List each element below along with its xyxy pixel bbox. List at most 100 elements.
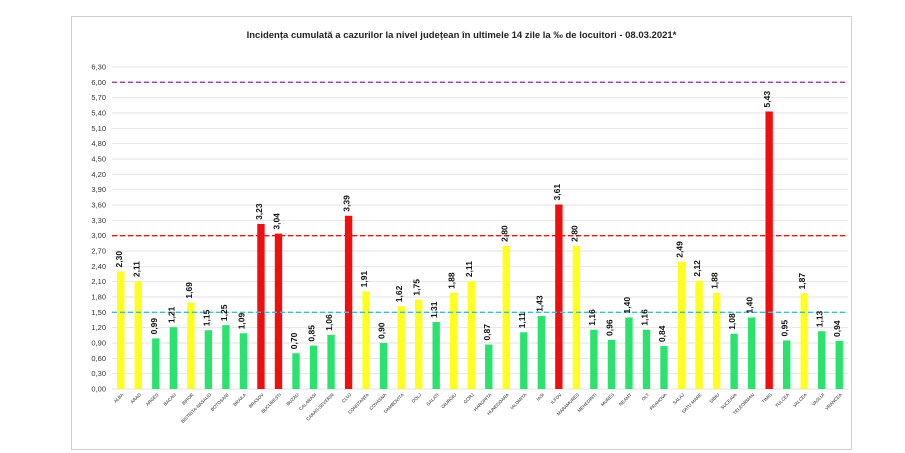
bar-mehedinti bbox=[590, 329, 598, 389]
data-label: 0,90 bbox=[377, 322, 387, 339]
category-label: GALATI bbox=[425, 392, 440, 407]
bar-bacau bbox=[169, 327, 178, 389]
bar-buzau bbox=[292, 353, 300, 389]
bar-gorj bbox=[467, 281, 475, 389]
bar-alba bbox=[117, 271, 125, 389]
category-label: TIMIS bbox=[761, 392, 773, 404]
category-label: TULCEA bbox=[774, 392, 790, 408]
category-label: GORJ bbox=[463, 392, 475, 404]
data-label: 1,21 bbox=[166, 306, 176, 323]
data-label: 5,43 bbox=[762, 91, 772, 108]
y-tick-label: 3,00 bbox=[91, 231, 106, 240]
bar-neamt bbox=[625, 317, 633, 389]
bar-dolj bbox=[414, 299, 423, 389]
bar-iasi bbox=[537, 315, 546, 389]
y-tick-label: 5,40 bbox=[91, 109, 106, 118]
bar-vrancea bbox=[835, 340, 843, 389]
data-label: 2,49 bbox=[675, 241, 685, 258]
data-label: 0,99 bbox=[149, 318, 159, 335]
y-tick-label: 1,50 bbox=[91, 308, 106, 317]
data-label: 1,16 bbox=[639, 309, 649, 326]
category-label: ILFOV bbox=[550, 392, 563, 405]
bar-prahova bbox=[660, 346, 668, 389]
bar-constanta bbox=[362, 291, 370, 389]
bar-teleorman bbox=[747, 317, 756, 389]
bar-dambovita bbox=[397, 306, 405, 389]
category-label: NEAMT bbox=[618, 392, 633, 407]
category-label: OLT bbox=[641, 392, 651, 402]
data-label: 1,15 bbox=[201, 309, 211, 326]
bar-satu-mare bbox=[695, 280, 703, 389]
data-label: 1,69 bbox=[184, 282, 194, 299]
bars bbox=[117, 111, 843, 389]
y-tick-label: 6,30 bbox=[91, 63, 106, 72]
data-label: 2,11 bbox=[464, 261, 474, 277]
reference-lines bbox=[112, 81, 848, 313]
data-label: 3,04 bbox=[271, 213, 281, 230]
bar-hunedoara bbox=[502, 245, 510, 389]
bar-timis bbox=[765, 111, 773, 389]
y-tick-label: 1,20 bbox=[91, 323, 106, 332]
data-label: 1,06 bbox=[324, 314, 334, 331]
data-label: 0,94 bbox=[832, 320, 842, 337]
bar-vaslui bbox=[818, 331, 826, 389]
data-label: 1,13 bbox=[815, 310, 825, 327]
gridlines bbox=[112, 66, 848, 390]
bar-caras-severin bbox=[327, 334, 335, 389]
data-label: 2,30 bbox=[114, 251, 124, 268]
category-label: ARGES bbox=[145, 392, 160, 407]
data-label: 1,43 bbox=[534, 295, 544, 312]
data-label: 1,11 bbox=[517, 312, 527, 328]
data-label: 0,96 bbox=[604, 319, 614, 336]
bar-giurgiu bbox=[450, 292, 458, 389]
bar-olt bbox=[642, 329, 651, 389]
category-label: VASLUI bbox=[811, 392, 826, 407]
data-label: 1,25 bbox=[219, 304, 229, 321]
data-label: 0,84 bbox=[657, 325, 667, 342]
category-label: BRASOV bbox=[248, 392, 265, 409]
category-label: IASI bbox=[535, 392, 545, 402]
y-tick-label: 4,50 bbox=[91, 155, 106, 164]
y-tick-label: 1,80 bbox=[91, 293, 106, 302]
category-label: SIBIU bbox=[708, 392, 720, 404]
category-label: ARAD bbox=[130, 392, 143, 405]
category-label: BACAU bbox=[163, 392, 178, 407]
category-label: MEHEDINTI bbox=[577, 392, 598, 413]
category-label: GIURGIU bbox=[440, 392, 457, 409]
data-label: 3,61 bbox=[552, 184, 562, 201]
y-tick-label: 0,30 bbox=[91, 369, 106, 378]
y-tick-label: 5,10 bbox=[91, 124, 106, 133]
category-label: BUZAU bbox=[285, 392, 299, 406]
data-label: 2,80 bbox=[499, 225, 509, 242]
y-tick-label: 0,00 bbox=[91, 385, 106, 394]
bar-ialomita bbox=[520, 332, 528, 389]
data-label: 1,40 bbox=[745, 297, 755, 314]
bar-braila bbox=[239, 333, 248, 389]
data-label: 0,85 bbox=[307, 325, 317, 342]
y-tick-label: 3,90 bbox=[91, 185, 106, 194]
data-label: 2,80 bbox=[569, 225, 579, 242]
bar-valcea bbox=[800, 293, 808, 389]
category-label: DOLJ bbox=[411, 392, 423, 404]
category-label: BIHOR bbox=[181, 392, 195, 406]
category-label: VALCEA bbox=[792, 392, 808, 408]
data-label: 0,87 bbox=[482, 324, 492, 341]
category-label: MURES bbox=[600, 392, 615, 407]
bar-covasna bbox=[379, 343, 388, 389]
data-label: 1,09 bbox=[236, 312, 246, 329]
data-label: 0,70 bbox=[289, 332, 299, 349]
y-tick-label: 0,90 bbox=[91, 339, 106, 348]
bar-galati bbox=[432, 322, 440, 389]
y-tick-label: 0,60 bbox=[91, 354, 106, 363]
data-label: 0,95 bbox=[780, 320, 790, 337]
data-label: 1,16 bbox=[587, 309, 597, 326]
data-label: 3,23 bbox=[254, 203, 264, 220]
data-label: 1,31 bbox=[429, 301, 439, 318]
y-tick-label: 2,70 bbox=[91, 247, 106, 256]
category-label: PRAHOVA bbox=[649, 392, 668, 411]
category-label: ALBA bbox=[113, 392, 125, 404]
category-label: BOTOSANI bbox=[210, 392, 230, 412]
bar-arad bbox=[134, 281, 142, 389]
category-labels: ALBA ARAD ARGES BACAU BIHORBISTRITA-NASAUDBO… bbox=[113, 392, 843, 424]
data-label: 1,75 bbox=[412, 279, 422, 296]
